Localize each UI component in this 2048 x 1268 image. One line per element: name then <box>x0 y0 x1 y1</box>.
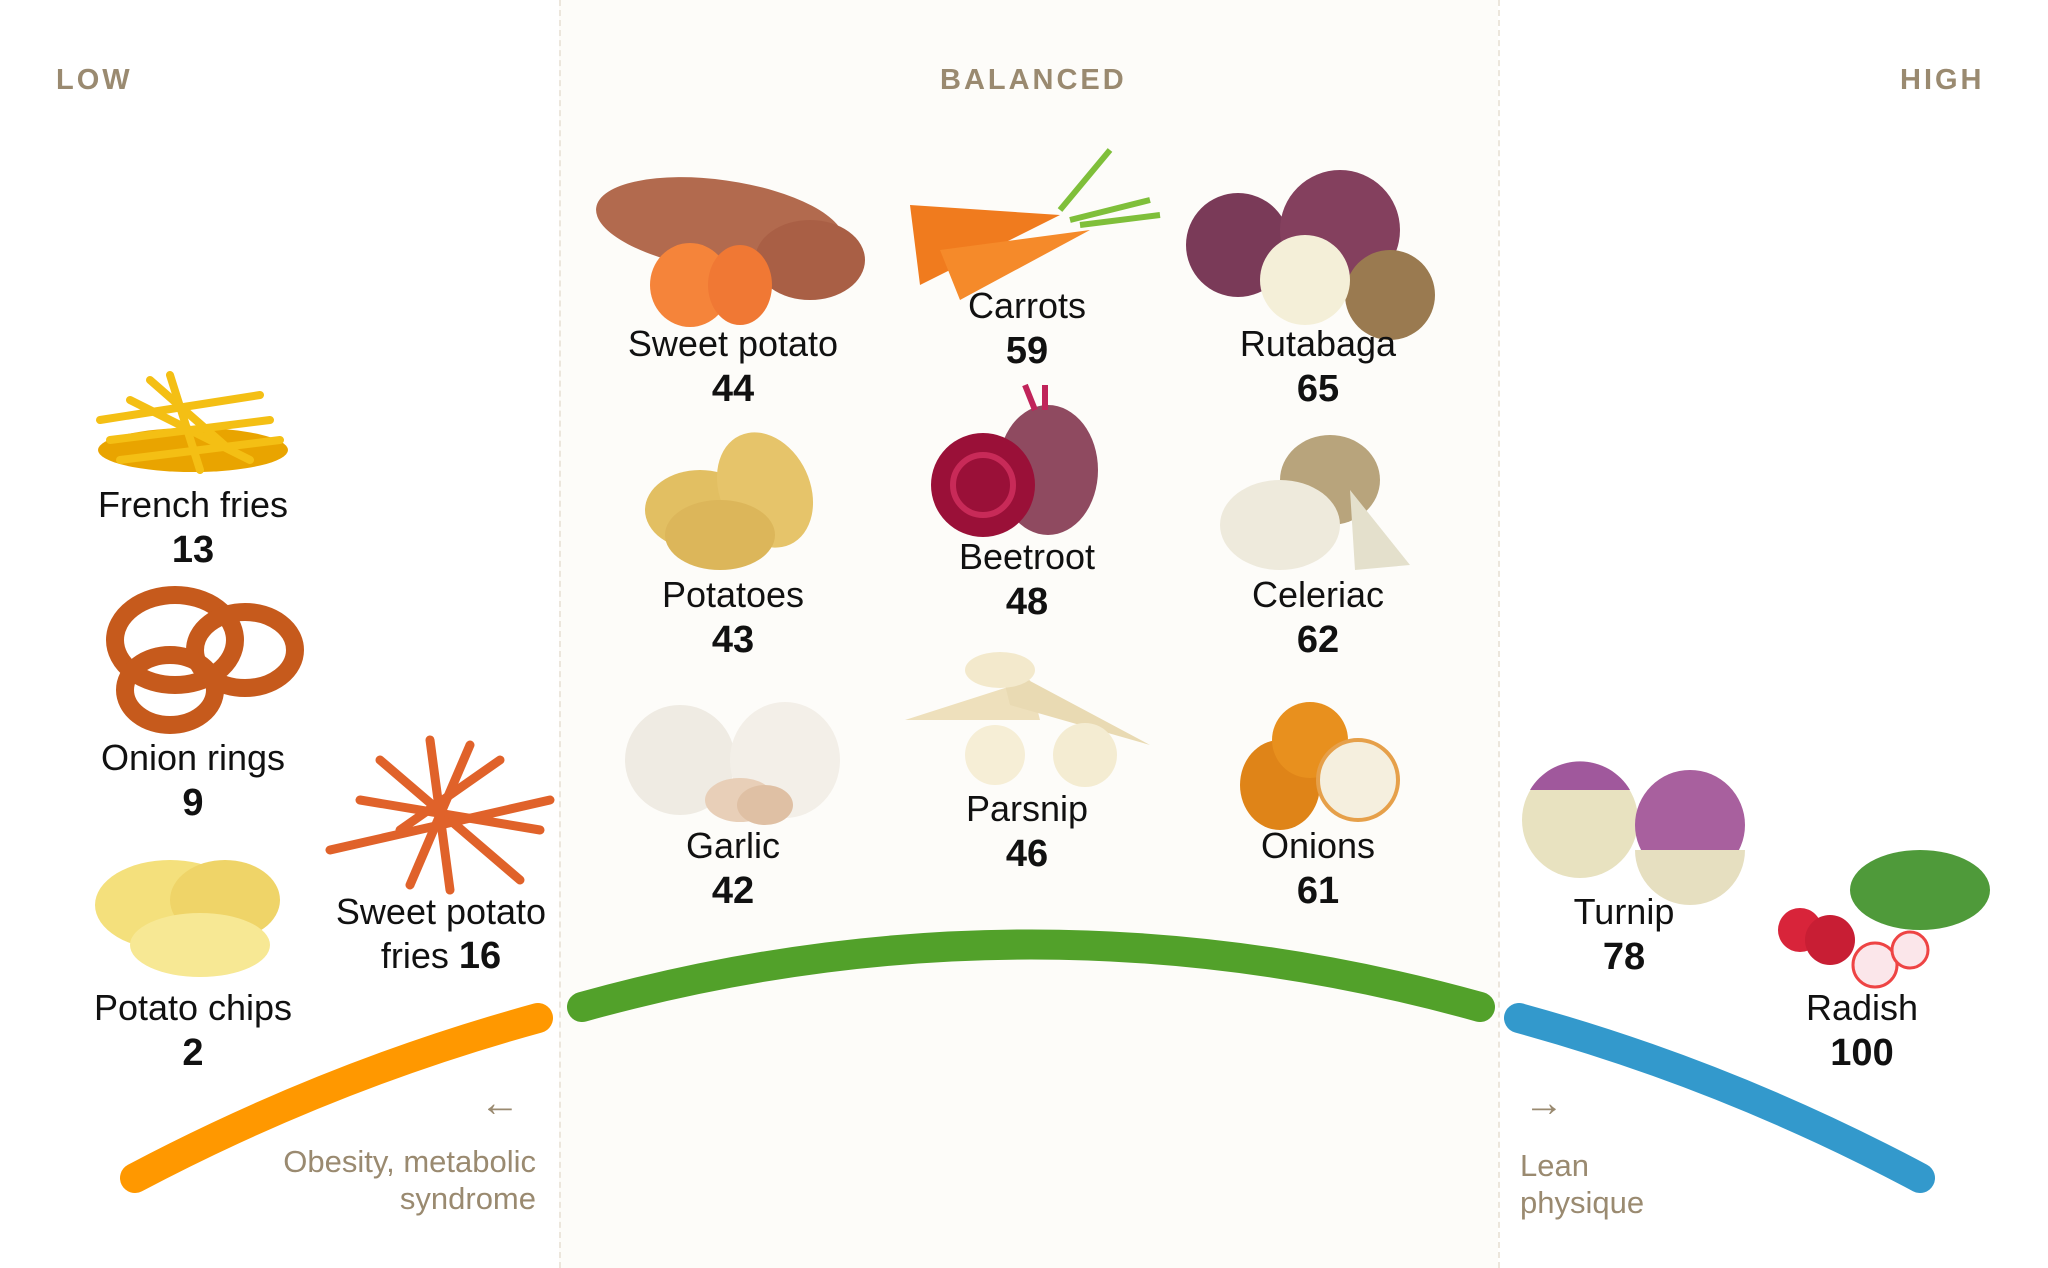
item-value: 48 <box>1005 581 1049 623</box>
item-value: 43 <box>711 619 755 661</box>
item-label: Carrots <box>967 285 1087 326</box>
item-potatoes: Potatoes 43 <box>583 573 883 663</box>
item-label: Sweet potato <box>627 323 839 364</box>
item-french-fries: French fries 13 <box>43 483 343 573</box>
item-beetroot: Beetroot 48 <box>877 535 1177 625</box>
item-label: Celeriac <box>1251 574 1385 615</box>
high-outcome-note: Lean physique <box>1520 1147 1644 1221</box>
item-value: 2 <box>182 1032 204 1074</box>
low-arc <box>120 1003 553 1193</box>
arrow-left-icon: ← <box>480 1081 520 1125</box>
divider-balanced-high <box>1498 0 1500 1268</box>
carrots-image <box>910 148 1161 300</box>
french-fries-image <box>96 371 288 474</box>
item-value: 65 <box>1296 368 1340 410</box>
item-carrots: Carrots 59 <box>877 284 1177 374</box>
item-label: Sweet potato <box>335 891 547 932</box>
item-label: Turnip <box>1573 891 1675 932</box>
item-celeriac: Celeriac 62 <box>1168 573 1468 663</box>
potato-chips-image <box>95 860 280 977</box>
item-value: 61 <box>1296 870 1340 912</box>
zone-label-balanced: BALANCED <box>940 64 1127 96</box>
sweet-potato-fries-image <box>325 735 555 895</box>
item-value: 16 <box>458 935 502 977</box>
item-value: 42 <box>711 870 755 912</box>
onion-rings-image <box>106 586 304 734</box>
turnip-image <box>1522 761 1745 905</box>
beetroot-image <box>931 383 1098 537</box>
item-label: French fries <box>97 484 289 525</box>
item-value: 59 <box>1005 330 1049 372</box>
radish-image <box>1778 850 1990 989</box>
item-label: Potato chips <box>93 987 293 1028</box>
item-value: 46 <box>1005 833 1049 875</box>
item-sweet-potato: Sweet potato 44 <box>583 322 883 412</box>
item-rutabaga: Rutabaga 65 <box>1168 322 1468 412</box>
potatoes-image <box>645 432 814 570</box>
divider-low-balanced <box>559 0 561 1268</box>
note-line: physique <box>1520 1185 1645 1220</box>
item-label: Onions <box>1260 825 1376 866</box>
item-value: 44 <box>711 368 755 410</box>
garlic-image <box>625 702 840 825</box>
arrow-right-icon: → <box>1524 1081 1564 1125</box>
item-label: Garlic <box>685 825 780 866</box>
item-label: Rutabaga <box>1239 323 1397 364</box>
item-turnip: Turnip 78 <box>1474 890 1774 980</box>
item-value: 13 <box>171 529 215 571</box>
note-line: Lean <box>1520 1148 1589 1183</box>
low-outcome-note: Obesity, metabolic syndrome <box>283 1143 536 1217</box>
rutabaga-image <box>1186 170 1435 340</box>
item-sweet-potato-fries: Sweet potato fries 16 <box>291 890 591 978</box>
item-parsnip: Parsnip 46 <box>877 787 1177 877</box>
item-value: 9 <box>182 782 204 824</box>
item-label: Beetroot <box>958 536 1096 577</box>
item-garlic: Garlic 42 <box>583 824 883 914</box>
high-arc <box>1504 1003 1935 1193</box>
item-radish: Radish 100 <box>1712 986 2012 1076</box>
item-label: Onion rings <box>100 737 286 778</box>
onions-image <box>1240 702 1400 830</box>
celeriac-image <box>1220 435 1410 570</box>
note-line: Obesity, metabolic <box>283 1144 536 1179</box>
item-label: Radish <box>1805 987 1919 1028</box>
item-label: Potatoes <box>661 574 805 615</box>
zone-label-high: HIGH <box>1900 64 1985 96</box>
item-label-line2: fries 16 <box>380 935 502 977</box>
item-value: 100 <box>1830 1032 1894 1074</box>
item-onion-rings: Onion rings 9 <box>43 736 343 826</box>
item-value: 62 <box>1296 619 1340 661</box>
sweet-potato-image <box>596 177 865 327</box>
zone-label-low: LOW <box>56 64 133 96</box>
item-onions: Onions 61 <box>1168 824 1468 914</box>
item-potato-chips: Potato chips 2 <box>43 986 343 1076</box>
item-value: 78 <box>1602 936 1646 978</box>
item-label: Parsnip <box>965 788 1089 829</box>
parsnip-image <box>905 652 1150 787</box>
note-line: syndrome <box>399 1181 536 1216</box>
balanced-arc <box>567 929 1495 1022</box>
